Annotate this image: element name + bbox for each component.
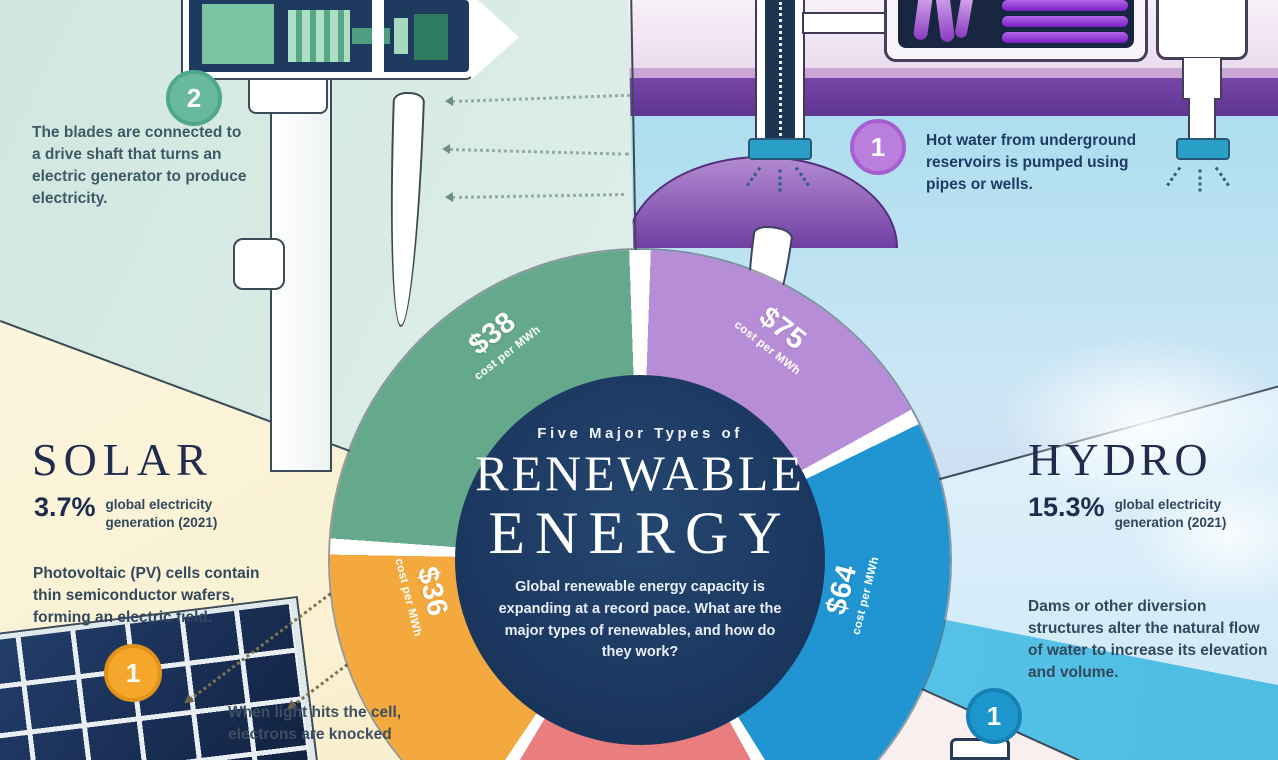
nacelle-divider bbox=[372, 0, 384, 74]
geothermal-step-badge: 1 bbox=[850, 119, 906, 175]
solar-heading: SOLAR bbox=[32, 434, 213, 485]
pipe-elbow bbox=[802, 12, 890, 34]
wind-step-badge: 2 bbox=[166, 70, 222, 126]
solar-step-badge: 1 bbox=[104, 644, 162, 702]
generator-block bbox=[202, 4, 274, 64]
solar-paragraph: Photovoltaic (PV) cells contain thin sem… bbox=[33, 565, 260, 626]
solar-stat-row: 3.7% global electricity generation (2021… bbox=[34, 492, 244, 531]
geothermal-step-number: 1 bbox=[870, 131, 886, 162]
title-line1: RENEWABLE bbox=[475, 445, 805, 501]
solar-step-number: 1 bbox=[125, 657, 141, 688]
pipe-cap bbox=[748, 138, 812, 160]
hydro-step-number: 1 bbox=[986, 700, 1002, 731]
drive-shaft-illustration bbox=[352, 28, 390, 44]
injection-well-pipe-lower bbox=[1188, 98, 1216, 140]
injection-well-tank bbox=[1156, 0, 1248, 60]
plant-vent-bar bbox=[1002, 32, 1128, 43]
hydro-stat-row: 15.3% global electricity generation (202… bbox=[1028, 492, 1253, 531]
tower-access-panel bbox=[233, 238, 285, 290]
hydro-heading: HYDRO bbox=[1028, 434, 1212, 485]
solar-step-text: When light hits the cell, electrons are … bbox=[228, 704, 402, 743]
solar-stat-label: global electricity generation (2021) bbox=[105, 497, 218, 530]
title-eyebrow: Five Major Types of bbox=[537, 425, 743, 442]
hydro-step-badge: 1 bbox=[966, 688, 1022, 744]
turbine-pedestal bbox=[248, 72, 328, 114]
plant-vent-bar bbox=[1002, 16, 1128, 27]
injection-well-pipe bbox=[1182, 58, 1222, 100]
hydro-paragraph: Dams or other diversion structures alter… bbox=[1028, 598, 1268, 681]
geothermal-step-text: Hot water from underground reservoirs is… bbox=[926, 132, 1137, 193]
shaft-coupling bbox=[394, 18, 408, 54]
geothermal-ground-band bbox=[628, 78, 1278, 118]
title-line2: ENERGY bbox=[488, 500, 792, 566]
spray-arrow bbox=[1198, 169, 1202, 192]
wind-step-text: The blades are connected to a drive shaf… bbox=[32, 124, 247, 207]
pipe-cap bbox=[1176, 138, 1230, 160]
hydro-stat-label: global electricity generation (2021) bbox=[1114, 497, 1227, 530]
plant-vent-bar bbox=[1002, 0, 1128, 11]
rotor-hub-block bbox=[414, 14, 448, 60]
center-title-circle: Five Major Types of RENEWABLE ENERGY Glo… bbox=[455, 375, 825, 745]
cloud bbox=[1130, 465, 1278, 605]
gearbox-illustration bbox=[288, 10, 350, 62]
spray-arrow bbox=[778, 169, 782, 192]
wind-step-number: 2 bbox=[186, 82, 202, 113]
solar-stat-value: 3.7% bbox=[34, 492, 96, 522]
pipe-flow-dots bbox=[779, 2, 782, 136]
hydro-stat-value: 15.3% bbox=[1028, 492, 1105, 522]
title-description: Global renewable energy capacity is expa… bbox=[498, 579, 782, 661]
